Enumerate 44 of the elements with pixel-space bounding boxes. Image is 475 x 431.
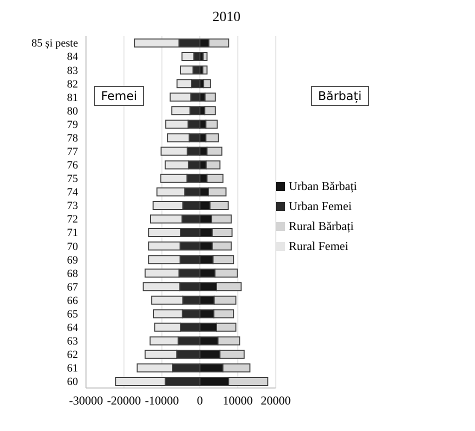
y-tick-label: 65 <box>67 308 78 320</box>
legend-label: Rural Bărbați <box>288 218 354 232</box>
bar <box>202 66 208 75</box>
legend-label: Urban Femei <box>288 198 352 212</box>
y-tick-label: 70 <box>67 240 78 253</box>
y-tick-label: 74 <box>67 186 78 199</box>
legend-label: Rural Femei <box>288 238 348 252</box>
x-tick-label: 0 <box>196 394 203 408</box>
y-tick-label: 81 <box>67 92 78 104</box>
x-tick-label: 20000 <box>260 394 291 408</box>
legend-label: Urban Bărbați <box>288 178 357 192</box>
x-tick-label: -30000 <box>69 394 103 408</box>
y-tick-label: 60 <box>67 376 78 388</box>
y-tick-label: 78 <box>67 132 78 144</box>
y-tick-label: 68 <box>67 268 78 280</box>
y-tick-label: 72 <box>67 214 78 226</box>
y-tick-label: 66 <box>67 294 78 307</box>
y-tick-label: 67 <box>67 281 78 294</box>
y-tick-label: 82 <box>67 78 78 90</box>
y-tick-label: 62 <box>67 349 78 362</box>
bar <box>204 106 216 116</box>
y-tick-label: 80 <box>67 105 78 118</box>
bar <box>204 92 216 102</box>
y-tick-label: 61 <box>67 362 78 375</box>
bar <box>202 52 208 62</box>
y-tick-label: 64 <box>67 322 78 334</box>
y-tick-label: 75 <box>67 173 78 186</box>
y-tick-label: 73 <box>67 200 78 212</box>
y-tick-label: 69 <box>67 254 78 266</box>
y-tick-label: 71 <box>67 227 78 240</box>
x-tick-label: 10000 <box>222 394 253 408</box>
annotation: Femei <box>94 86 144 106</box>
y-tick-label: 84 <box>67 51 78 64</box>
bar <box>203 79 211 88</box>
y-tick-label: 63 <box>67 336 78 348</box>
x-tick-label: -10000 <box>144 394 179 408</box>
y-tick-label: 79 <box>67 118 78 131</box>
chart-title: 2010 <box>212 10 242 26</box>
x-tick-label: -20000 <box>106 394 141 408</box>
y-tick-label: 77 <box>67 146 78 158</box>
y-tick-label: 76 <box>67 160 78 172</box>
y-tick-label: 85 și peste <box>32 38 78 50</box>
y-tick-label: 83 <box>67 64 78 77</box>
text: Bărbați <box>311 86 369 106</box>
